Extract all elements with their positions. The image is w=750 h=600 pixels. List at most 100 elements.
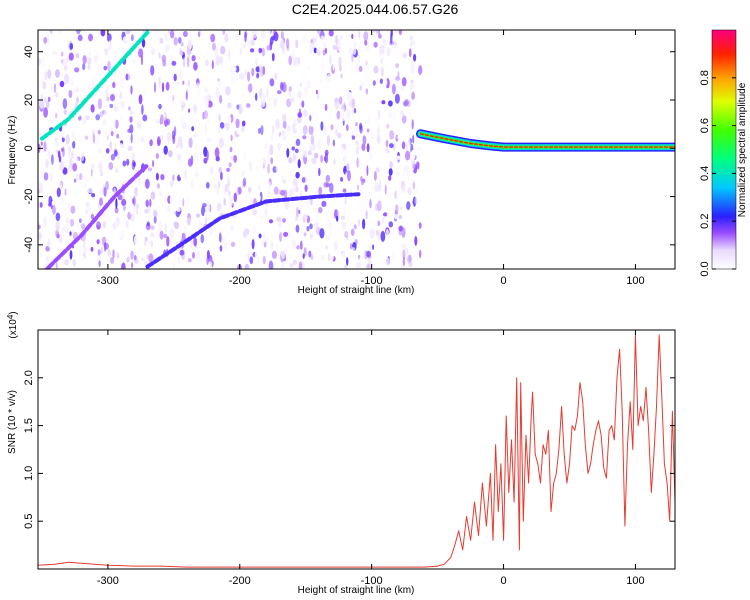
colorbar-label: Normalized spectral amplitude (737, 82, 748, 217)
spectrogram-noise-blob (398, 30, 403, 36)
spectrogram-noise-blob (144, 209, 148, 214)
spectrogram-noise-blob (60, 59, 64, 64)
spectrogram-noise-blob (372, 182, 375, 188)
spectrogram-noise-blob (287, 125, 291, 132)
spectrogram-noise-blob (391, 83, 396, 95)
spectrogram-noise-blob (146, 221, 150, 227)
spectrogram-noise-blob (366, 263, 371, 269)
spectrogram-noise-blob (353, 224, 357, 230)
spectrogram-noise-blob (296, 245, 300, 250)
spectrogram-noise-blob (271, 35, 276, 41)
spectrogram-noise-blob (401, 141, 406, 150)
spectrogram-noise-blob (323, 125, 327, 136)
spectrogram-noise-blob (56, 233, 60, 239)
spectrogram-noise-blob (201, 205, 206, 217)
spectrogram-noise-blob (203, 110, 208, 120)
spectrogram-noise-blob (83, 181, 87, 189)
spectrogram-noise-blob (295, 186, 299, 193)
spectrogram-noise-blob (59, 161, 65, 171)
colorbar: 0.0 0.2 0.4 0.6 0.8 Normalized spectral ampl… (699, 29, 748, 277)
spectrogram-noise-blob (411, 91, 415, 100)
spectrogram-noise-blob (204, 210, 210, 220)
spectrogram-noise-blob (62, 58, 68, 67)
spectrogram-noise-blob (155, 119, 160, 124)
spectrogram-noise-blob (365, 210, 368, 220)
spectrogram-noise-blob (301, 100, 305, 108)
spectrogram-noise-blob (49, 172, 53, 182)
spectrogram-noise-blob (340, 108, 345, 120)
spectrogram-noise-blob (116, 133, 120, 139)
spectrogram-noise-blob (340, 177, 344, 182)
spectrogram-noise-blob (102, 61, 106, 68)
spectrogram-noise-blob (229, 146, 233, 153)
spectrogram-noise-blob (204, 88, 209, 93)
spectrogram-noise-blob (188, 137, 193, 149)
spectrogram-noise-blob (306, 80, 311, 89)
spectrogram-noise-blob (132, 58, 136, 69)
spectrogram-noise-blob (113, 118, 116, 128)
spectrogram-noise-blob (320, 35, 325, 42)
spectrogram-noise-blob (244, 228, 250, 235)
top-x-tick-label: -100 (361, 275, 383, 287)
spectrogram-noise-blob (332, 196, 338, 203)
spectrogram-noise-blob (230, 241, 236, 247)
spectrogram-noise-blob (320, 154, 323, 163)
spectrogram-noise-blob (179, 50, 184, 56)
spectrogram-noise-blob (292, 81, 297, 90)
spectrogram-noise-blob (153, 215, 157, 224)
spectrogram-noise-blob (385, 139, 389, 148)
spectrogram-noise-blob (352, 234, 356, 243)
spectrogram-noise-blob (355, 128, 359, 139)
spectrogram-noise-blob (153, 73, 157, 79)
spectrogram-noise-blob (346, 257, 349, 266)
spectrogram-noise-blob (349, 221, 355, 226)
spectrogram-noise-blob (176, 64, 179, 75)
spectrogram-noise-blob (353, 42, 357, 48)
bottom-x-tick-label: -300 (97, 575, 119, 587)
spectrogram-noise-blob (201, 96, 207, 102)
spectrogram-noise-blob (382, 216, 385, 223)
spectrogram-noise-blob (383, 212, 388, 217)
spectrogram-noise-blob (220, 171, 223, 181)
spectrogram-noise-blob (348, 47, 353, 56)
spectrogram-noise-blob (258, 70, 262, 78)
spectrogram-noise-blob (93, 47, 97, 55)
spectrogram-noise-blob (222, 30, 226, 36)
spectrogram-noise-blob (235, 118, 240, 129)
spectrogram-noise-blob (264, 143, 268, 150)
spectrogram-noise-blob (121, 143, 125, 149)
spectrogram-noise-blob (160, 174, 165, 181)
spectrogram-noise-blob (43, 172, 49, 181)
spectrogram-noise-blob (363, 31, 369, 41)
spectrogram-noise-blob (279, 134, 283, 142)
spectrogram-noise-blob (341, 221, 347, 230)
spectrogram-noise-blob (260, 236, 265, 247)
spectrogram-noise-blob (325, 245, 328, 250)
spectrogram-noise-blob (284, 200, 290, 210)
spectrogram-noise-blob (120, 77, 125, 89)
spectrogram-noise-blob (250, 141, 254, 153)
spectrogram-noise-blob (295, 62, 300, 69)
spectrogram-noise-blob (220, 237, 226, 244)
spectrogram-noise-blob (193, 236, 197, 247)
spectrogram-noise-blob (238, 186, 242, 195)
spectrogram-noise-blob (206, 53, 212, 58)
spectrogram-noise-blob (327, 218, 333, 228)
spectrogram-noise-blob (100, 88, 106, 97)
spectrogram-noise-blob (361, 180, 364, 186)
spectrogram-noise-blob (314, 57, 318, 68)
spectrogram-noise-blob (341, 215, 345, 220)
spectrogram-noise-blob (133, 254, 137, 261)
top-x-axis-label: Height of straight line (km) (298, 285, 415, 296)
spectrogram-noise-blob (411, 160, 416, 169)
spectrogram-noise-blob (139, 136, 145, 143)
spectrogram-noise-blob (84, 177, 89, 183)
spectrogram-noise-blob (114, 256, 119, 263)
spectrogram-noise-blob (72, 140, 76, 149)
spectrogram-noise-blob (302, 253, 305, 259)
spectrogram-noise-blob (373, 41, 378, 48)
spectrogram-noise-blob (182, 80, 185, 85)
spectrogram-noise-blob (103, 242, 109, 250)
spectrogram-noise-blob (75, 152, 80, 157)
spectrogram-noise-blob (389, 130, 395, 140)
